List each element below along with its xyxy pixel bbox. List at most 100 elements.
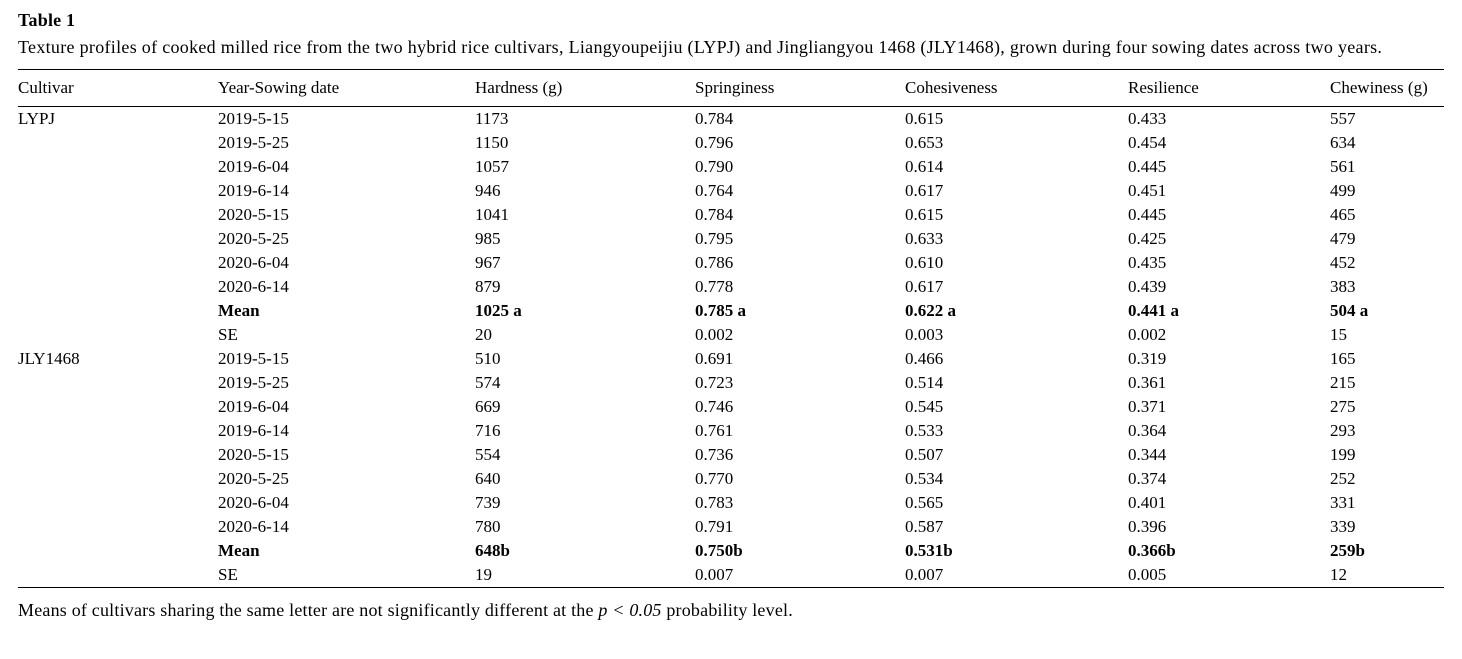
table-cell: 640 (475, 469, 501, 488)
table-cell: 0.454 (1128, 133, 1167, 152)
table-row: 2020-6-14 780 0.791 0.587 0.396 339 (18, 515, 1444, 539)
table-cell: 199 (1330, 445, 1356, 464)
table-cell: 504 a (1330, 301, 1369, 320)
table-cell: 0.005 (1128, 565, 1167, 584)
table-cell: 2020-6-14 (218, 517, 289, 536)
table-cell: 0.565 (905, 493, 944, 512)
table-cell: 0.587 (905, 517, 944, 536)
footnote-suffix: probability level. (661, 600, 793, 620)
table-cell: 0.750b (695, 541, 743, 560)
table-cell: 2020-6-04 (218, 253, 289, 272)
table-cell (18, 131, 218, 155)
table-row: JLY1468 2019-5-15 510 0.691 0.466 0.319 165 (18, 347, 1444, 371)
table-cell: 0.366b (1128, 541, 1176, 560)
table-cell: SE (218, 325, 238, 344)
table-cell: 259b (1330, 541, 1365, 560)
table-cell: LYPJ (18, 109, 56, 128)
table-row: 2020-5-15 554 0.736 0.507 0.344 199 (18, 443, 1444, 467)
table-row: 2019-6-04 669 0.746 0.545 0.371 275 (18, 395, 1444, 419)
table-cell: 2020-5-15 (218, 205, 289, 224)
table-cell: 0.778 (695, 277, 734, 296)
table-cell: 0.534 (905, 469, 944, 488)
table-cell: 0.425 (1128, 229, 1167, 248)
table-cell: 0.371 (1128, 397, 1167, 416)
table-cell (18, 275, 218, 299)
table-cell: 985 (475, 229, 501, 248)
column-header: Chewiness (g) (1330, 78, 1428, 97)
table-row: Mean 1025 a 0.785 a 0.622 a 0.441 a 504 a (18, 299, 1444, 323)
table-cell: 2020-6-14 (218, 277, 289, 296)
table-cell: 0.439 (1128, 277, 1167, 296)
column-header: Cohesiveness (905, 78, 998, 97)
table-cell: 383 (1330, 277, 1356, 296)
table-cell (18, 395, 218, 419)
table-cell: 0.770 (695, 469, 734, 488)
table-cell: 0.633 (905, 229, 944, 248)
table-cell (18, 443, 218, 467)
table-cell: 2019-5-25 (218, 133, 289, 152)
table-cell (18, 515, 218, 539)
table-cell: 739 (475, 493, 501, 512)
table-cell: 0.374 (1128, 469, 1167, 488)
table-row: 2020-6-04 739 0.783 0.565 0.401 331 (18, 491, 1444, 515)
table-cell: 0.622 a (905, 301, 956, 320)
table-row: 2020-5-25 985 0.795 0.633 0.425 479 (18, 227, 1444, 251)
table-cell: 1041 (475, 205, 509, 224)
table-cell: 0.445 (1128, 205, 1167, 224)
table-cell: 215 (1330, 373, 1356, 392)
table-cell: 1057 (475, 157, 509, 176)
table-cell: 0.361 (1128, 373, 1167, 392)
table-cell: 2020-5-15 (218, 445, 289, 464)
table-cell: 2019-6-14 (218, 421, 289, 440)
rice-texture-table: Cultivar Year-Sowing date Hardness (g) Spri… (18, 69, 1444, 588)
table-cell (18, 491, 218, 515)
table-row: 2019-5-25 574 0.723 0.514 0.361 215 (18, 371, 1444, 395)
table-cell: 0.514 (905, 373, 944, 392)
table-cell: 339 (1330, 517, 1356, 536)
table-cell: 331 (1330, 493, 1356, 512)
table-cell (18, 419, 218, 443)
table-cell: 0.007 (905, 565, 944, 584)
table-cell: 2020-6-04 (218, 493, 289, 512)
table-cell (18, 371, 218, 395)
table-cell: 0.615 (905, 205, 944, 224)
table-cell: 634 (1330, 133, 1356, 152)
table-body: LYPJ 2019-5-15 1173 0.784 0.615 0.433 557 2019-… (18, 107, 1444, 588)
table-cell: 0.791 (695, 517, 734, 536)
table-cell (18, 227, 218, 251)
table-label: Table 1 (18, 10, 76, 30)
table-cell: 0.364 (1128, 421, 1167, 440)
table-row: LYPJ 2019-5-15 1173 0.784 0.615 0.433 557 (18, 107, 1444, 132)
table-cell: 0.795 (695, 229, 734, 248)
table-row: 2019-5-25 1150 0.796 0.653 0.454 634 (18, 131, 1444, 155)
table-cell: 574 (475, 373, 501, 392)
table-cell: 465 (1330, 205, 1356, 224)
table-cell: SE (218, 565, 238, 584)
table-cell: 0.002 (695, 325, 734, 344)
table-cell: 1173 (475, 109, 509, 128)
table-cell: 0.007 (695, 565, 734, 584)
table-cell: 0.451 (1128, 181, 1167, 200)
table-cell: 0.545 (905, 397, 944, 416)
table-footnote: Means of cultivars sharing the same lett… (18, 598, 1444, 622)
table-cell: 0.790 (695, 157, 734, 176)
table-cell: 0.617 (905, 181, 944, 200)
table-cell: 0.435 (1128, 253, 1167, 272)
table-cell: 2020-5-25 (218, 469, 289, 488)
table-row: 2020-6-04 967 0.786 0.610 0.435 452 (18, 251, 1444, 275)
footnote-pvalue: p < 0.05 (598, 600, 662, 620)
table-cell: 20 (475, 325, 492, 344)
table-cell: 510 (475, 349, 501, 368)
table-cell: 557 (1330, 109, 1356, 128)
table-cell (18, 251, 218, 275)
table-cell: 0.610 (905, 253, 944, 272)
table-cell: 2019-6-04 (218, 157, 289, 176)
table-header: Cultivar Year-Sowing date Hardness (g) Spri… (18, 70, 1444, 107)
table-cell: 0.784 (695, 205, 734, 224)
table-cell: 879 (475, 277, 501, 296)
table-row: 2020-5-25 640 0.770 0.534 0.374 252 (18, 467, 1444, 491)
table-cell: 716 (475, 421, 501, 440)
table-cell: 2019-5-15 (218, 109, 289, 128)
table-row: 2020-6-14 879 0.778 0.617 0.439 383 (18, 275, 1444, 299)
table-row: 2019-6-14 946 0.764 0.617 0.451 499 (18, 179, 1444, 203)
